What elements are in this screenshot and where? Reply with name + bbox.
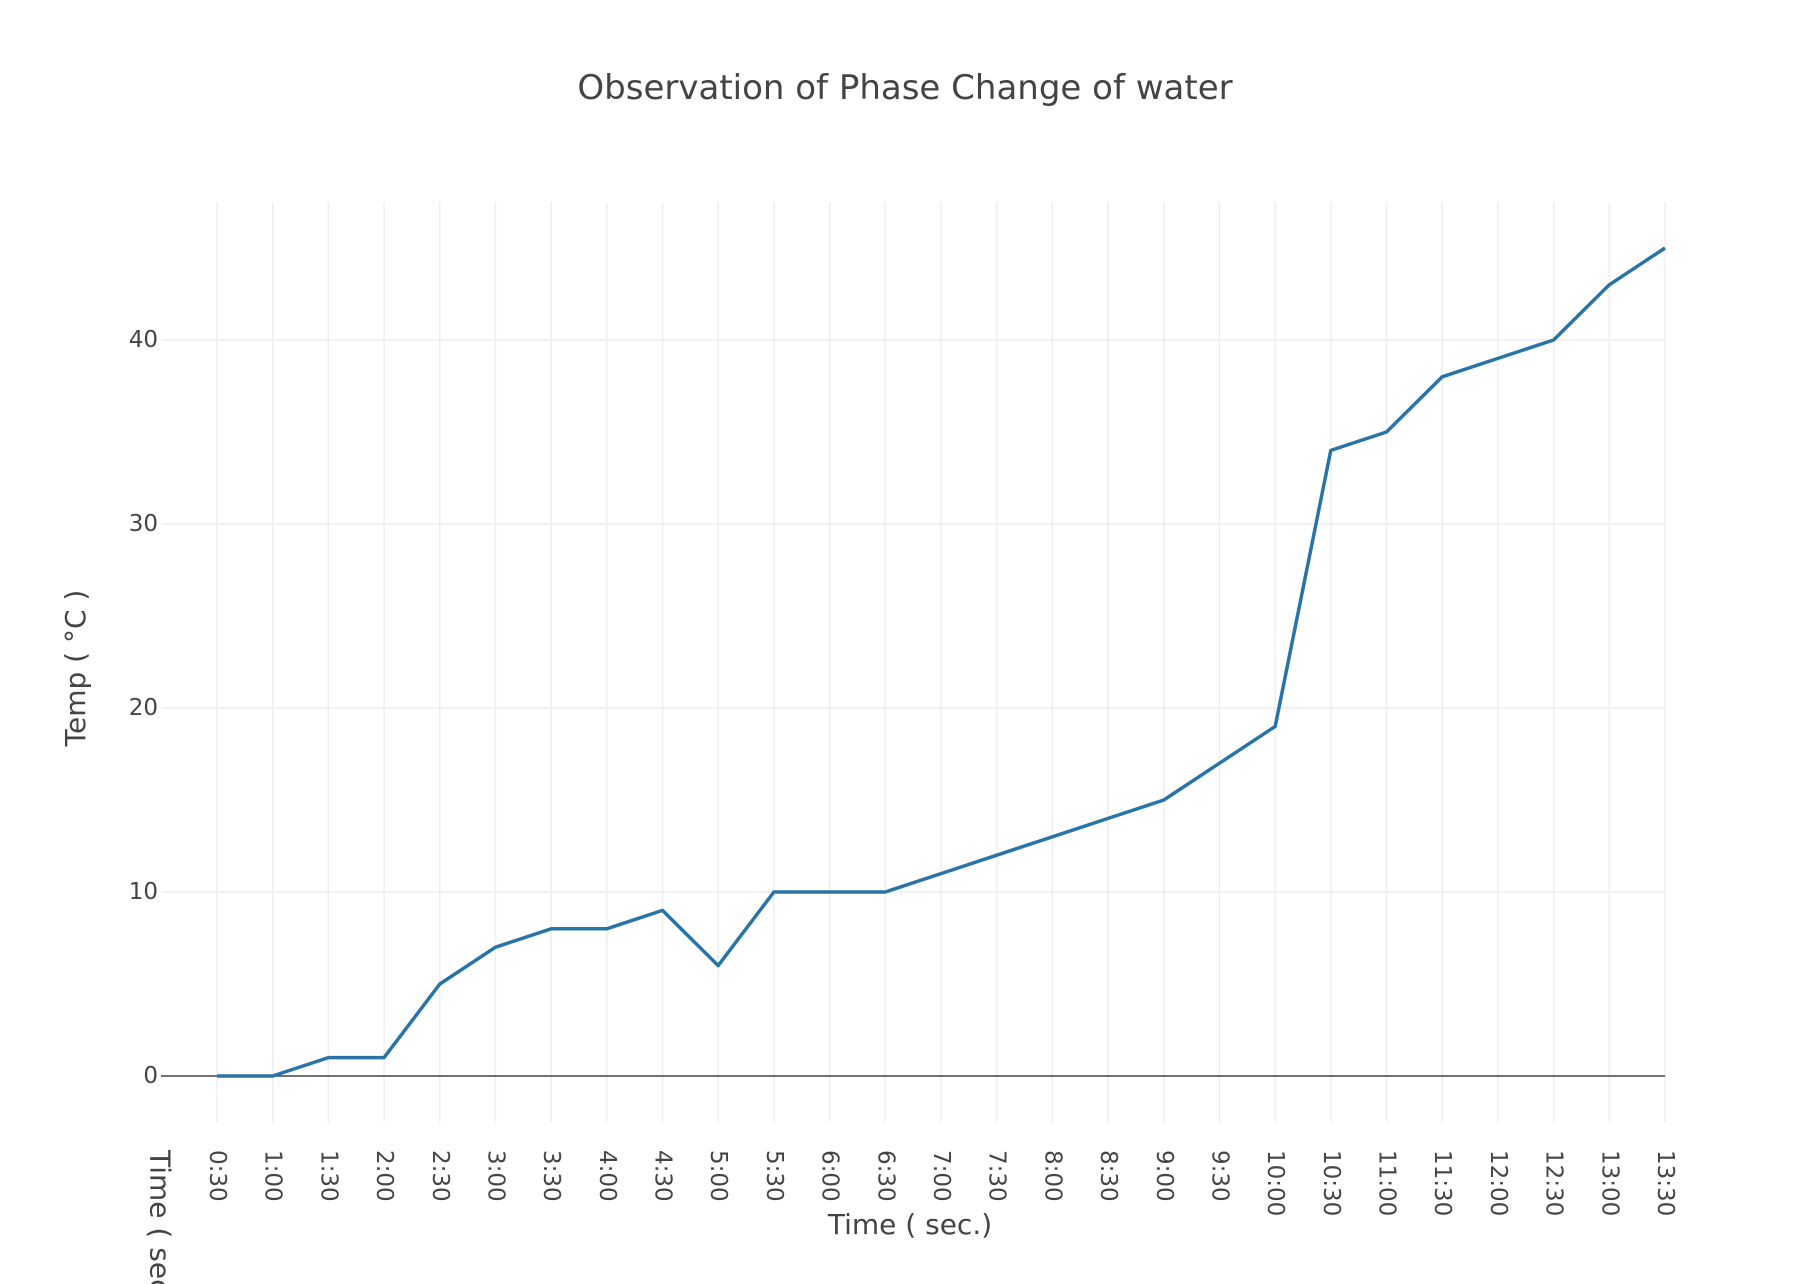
y-axis-title: Temp ( °C ) [59, 590, 92, 748]
x-tick-label: 2:00 [371, 1150, 397, 1202]
x-tick-label: 1:00 [260, 1150, 286, 1202]
x-tick-label: 5:30 [761, 1150, 787, 1202]
x-tick-label: 3:30 [538, 1150, 564, 1202]
series-line [217, 246, 1666, 1078]
chart-title: Observation of Phase Change of water [577, 68, 1232, 108]
x-tick-label: 0:30 [204, 1150, 230, 1202]
x-tick-label: 11:30 [1429, 1150, 1455, 1216]
x-tick-label: 12:30 [1541, 1150, 1567, 1216]
x-tick-label: 7:30 [984, 1150, 1010, 1202]
x-tick-label: 13:30 [1652, 1150, 1678, 1216]
x-tick-label: 12:00 [1485, 1150, 1511, 1216]
x-tick-label: 8:30 [1095, 1150, 1121, 1202]
x-tick-label: 11:00 [1374, 1150, 1400, 1216]
y-tick-label: 20 [129, 695, 158, 721]
x-tick-labels: 0:30 1:00 1:30 2:00 2:30 3:00 3:30 4:00 4:30 5:00… [204, 1150, 1678, 1216]
x-tick-label: 7:00 [928, 1150, 954, 1202]
x-gridlines [216, 202, 1666, 1122]
y-gridlines [161, 339, 1665, 893]
x-tick-label: 1:30 [315, 1150, 341, 1202]
x-tick-label: 10:00 [1262, 1150, 1288, 1216]
x-tick-label: 4:00 [594, 1150, 620, 1202]
y-tick-label: 10 [129, 879, 158, 905]
x-tick-label: 9:30 [1206, 1150, 1232, 1202]
x-tick-label: 9:00 [1151, 1150, 1177, 1202]
x-tick-label: 6:00 [817, 1150, 843, 1202]
y-tick-label: 30 [129, 511, 158, 537]
x-tick-label: 3:00 [482, 1150, 508, 1202]
y-tick-label: 40 [129, 327, 158, 353]
x-tick-label: 13:00 [1596, 1150, 1622, 1216]
x-tick-label: 4:30 [650, 1150, 676, 1202]
x-tick-label: 2:30 [427, 1150, 453, 1202]
x-tick-label: 6:30 [872, 1150, 898, 1202]
x-tick-label: 5:00 [705, 1150, 731, 1202]
x-category-title: Time ( sec.) [144, 1149, 177, 1284]
y-tick-label: 0 [143, 1063, 158, 1089]
y-tick-labels: 0 10 20 30 40 [129, 327, 158, 1089]
x-tick-label: 10:30 [1318, 1150, 1344, 1216]
series-layer [217, 246, 1666, 1078]
x-axis-title: Time ( sec.) [827, 1208, 992, 1241]
x-tick-label: 8:00 [1039, 1150, 1065, 1202]
